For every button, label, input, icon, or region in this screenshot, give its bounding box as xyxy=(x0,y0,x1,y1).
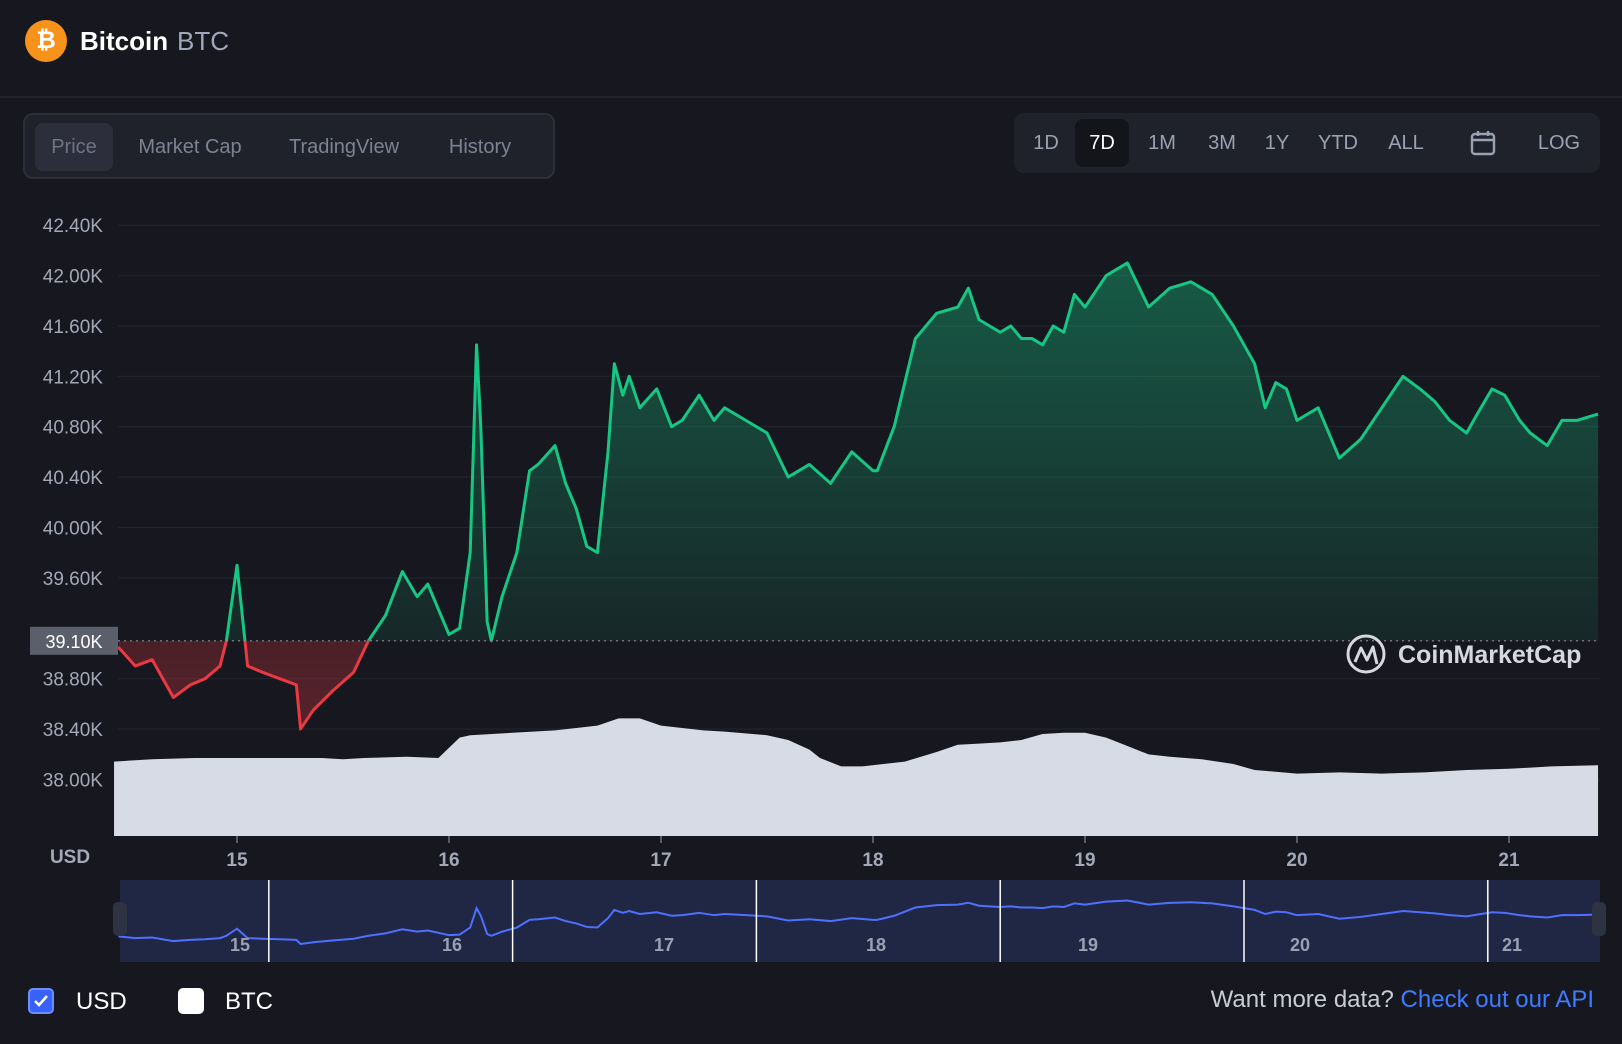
log-scale-toggle[interactable]: LOG xyxy=(1537,132,1581,154)
y-tick-label: 41.20K xyxy=(43,367,104,388)
api-promo: Want more data? Check out our API xyxy=(1211,986,1594,1014)
y-tick-label: 42.00K xyxy=(43,267,104,288)
coinmarketcap-logo-icon xyxy=(1346,634,1386,674)
tab-history[interactable]: History xyxy=(448,136,512,158)
range-7d[interactable]: 7D xyxy=(1075,119,1129,167)
coinmarketcap-watermark: CoinMarketCap xyxy=(1346,634,1581,674)
x-tick-label: 20 xyxy=(1286,850,1307,871)
volume-bars xyxy=(114,718,1599,836)
x-tick-label: 17 xyxy=(650,850,671,871)
navigator-background xyxy=(120,880,1600,962)
y-tick-label: 38.80K xyxy=(43,670,104,691)
coin-symbol: BTC xyxy=(177,26,229,56)
y-tick-label: 38.00K xyxy=(43,770,104,791)
x-tick-label: 18 xyxy=(862,850,883,871)
navigator-label: 19 xyxy=(1078,935,1098,955)
navigator-label: 20 xyxy=(1290,935,1310,955)
currency-axis-label: USD xyxy=(50,847,90,868)
navigator-left-handle xyxy=(113,902,127,936)
range-3m[interactable]: 3M xyxy=(1208,132,1236,154)
x-tick-label: 21 xyxy=(1498,850,1520,871)
y-tick-label: 38.40K xyxy=(43,720,104,741)
price-line xyxy=(117,261,1599,731)
reference-line: 39.10K xyxy=(30,626,1600,655)
x-tick-label: 19 xyxy=(1074,850,1095,871)
price-area-up xyxy=(118,262,1599,641)
api-link[interactable]: Check out our API xyxy=(1400,986,1594,1013)
navigator-label: 15 xyxy=(230,935,250,955)
range-ytd[interactable]: YTD xyxy=(1318,132,1358,154)
calendar-icon[interactable] xyxy=(1469,129,1497,157)
x-tick-label: 16 xyxy=(438,850,459,871)
y-tick-label: 40.40K xyxy=(43,468,104,489)
range-all[interactable]: ALL xyxy=(1388,132,1424,154)
chart-type-tabs: Price Market Cap TradingView History xyxy=(23,113,555,179)
tab-tradingview[interactable]: TradingView xyxy=(288,136,400,158)
price-line-up xyxy=(224,261,1599,641)
range-1m[interactable]: 1M xyxy=(1148,132,1176,154)
y-tick-label: 40.80K xyxy=(43,418,104,439)
watermark-brand: CoinMarketCap xyxy=(1398,641,1581,669)
reference-price-badge xyxy=(30,626,118,655)
navigator-label: 16 xyxy=(442,935,462,955)
tab-market-cap[interactable]: Market Cap xyxy=(138,136,242,158)
reference-price-label: 39.10K xyxy=(45,632,102,652)
range-navigator[interactable]: 15 16 17 18 19 20 21 xyxy=(113,880,1606,962)
volume-area xyxy=(114,718,1599,836)
navigator-right-handle xyxy=(1592,902,1606,936)
usd-checkbox[interactable] xyxy=(28,988,54,1014)
x-tick-label: 15 xyxy=(226,850,248,871)
bitcoin-logo-icon: ₿ xyxy=(25,20,67,62)
time-range-selector: 1D 7D 1M 3M 1Y YTD ALL LOG xyxy=(1014,113,1600,173)
check-icon xyxy=(34,995,48,1007)
btc-label: BTC xyxy=(225,988,273,1015)
usd-label: USD xyxy=(76,988,127,1015)
price-area-down xyxy=(118,640,369,729)
page-header: ₿ Bitcoin BTC xyxy=(0,0,1622,98)
api-prompt: Want more data? xyxy=(1210,986,1394,1013)
navigator-label: 21 xyxy=(1502,935,1522,955)
range-1y[interactable]: 1Y xyxy=(1264,132,1290,154)
y-tick-label: 40.00K xyxy=(43,518,104,539)
navigator-label: 18 xyxy=(866,935,886,955)
y-tick-label: 41.60K xyxy=(43,317,104,338)
price-area xyxy=(118,262,1599,729)
y-tick-label: 39.60K xyxy=(43,569,104,590)
btc-checkbox[interactable] xyxy=(178,988,204,1014)
x-axis: USD 15 16 17 18 19 20 21 xyxy=(50,836,1520,871)
y-axis: 42.40K 42.00K 41.60K 41.20K 40.80K 40.40K 40.0… xyxy=(43,216,104,791)
navigator-label: 17 xyxy=(654,935,674,955)
coin-name: Bitcoin xyxy=(80,26,169,56)
range-1d[interactable]: 1D xyxy=(1033,132,1059,154)
tab-price[interactable]: Price xyxy=(35,123,113,171)
y-tick-label: 42.40K xyxy=(43,216,104,237)
navigator-series-line xyxy=(118,899,1599,946)
